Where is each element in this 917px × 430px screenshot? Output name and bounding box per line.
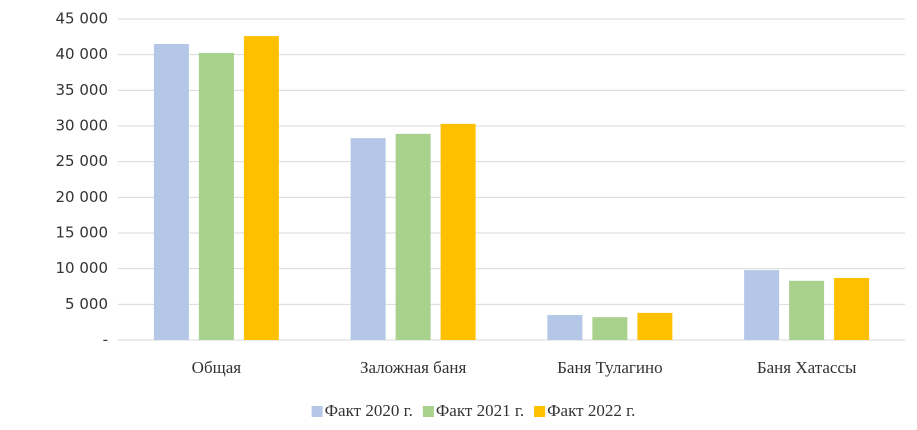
y-tick-label: 35 000 (56, 81, 109, 99)
bar (637, 312, 673, 340)
legend-label: Факт 2021 г. (436, 401, 524, 420)
legend-label: Факт 2022 г. (547, 401, 635, 420)
y-tick-label: 15 000 (56, 224, 109, 242)
legend-swatch (311, 406, 323, 417)
legend-swatch (422, 406, 434, 417)
y-tick-label: 40 000 (56, 45, 109, 63)
bar (243, 36, 279, 341)
bar (789, 280, 825, 340)
bar (153, 43, 189, 340)
bar (198, 52, 234, 341)
bar (395, 133, 431, 340)
y-tick-label: - (103, 331, 108, 349)
x-tick-label: Баня Хатассы (757, 358, 857, 377)
y-tick-label: 5 000 (65, 295, 108, 313)
bar (744, 270, 780, 340)
y-tick-label: 45 000 (56, 10, 109, 28)
x-tick-label: Заложная баня (360, 358, 467, 377)
legend-swatch (534, 406, 546, 417)
bar (592, 317, 628, 340)
y-tick-label: 10 000 (56, 259, 109, 277)
y-tick-label: 30 000 (56, 117, 109, 135)
bar (350, 138, 386, 340)
y-tick-label: 20 000 (56, 188, 109, 206)
bar (834, 277, 870, 340)
x-tick-label: Общая (192, 358, 242, 377)
bar (547, 315, 583, 340)
legend-label: Факт 2020 г. (325, 401, 413, 420)
x-tick-label: Баня Тулагино (557, 358, 662, 377)
y-tick-label: 25 000 (56, 152, 109, 170)
bar (440, 123, 476, 340)
